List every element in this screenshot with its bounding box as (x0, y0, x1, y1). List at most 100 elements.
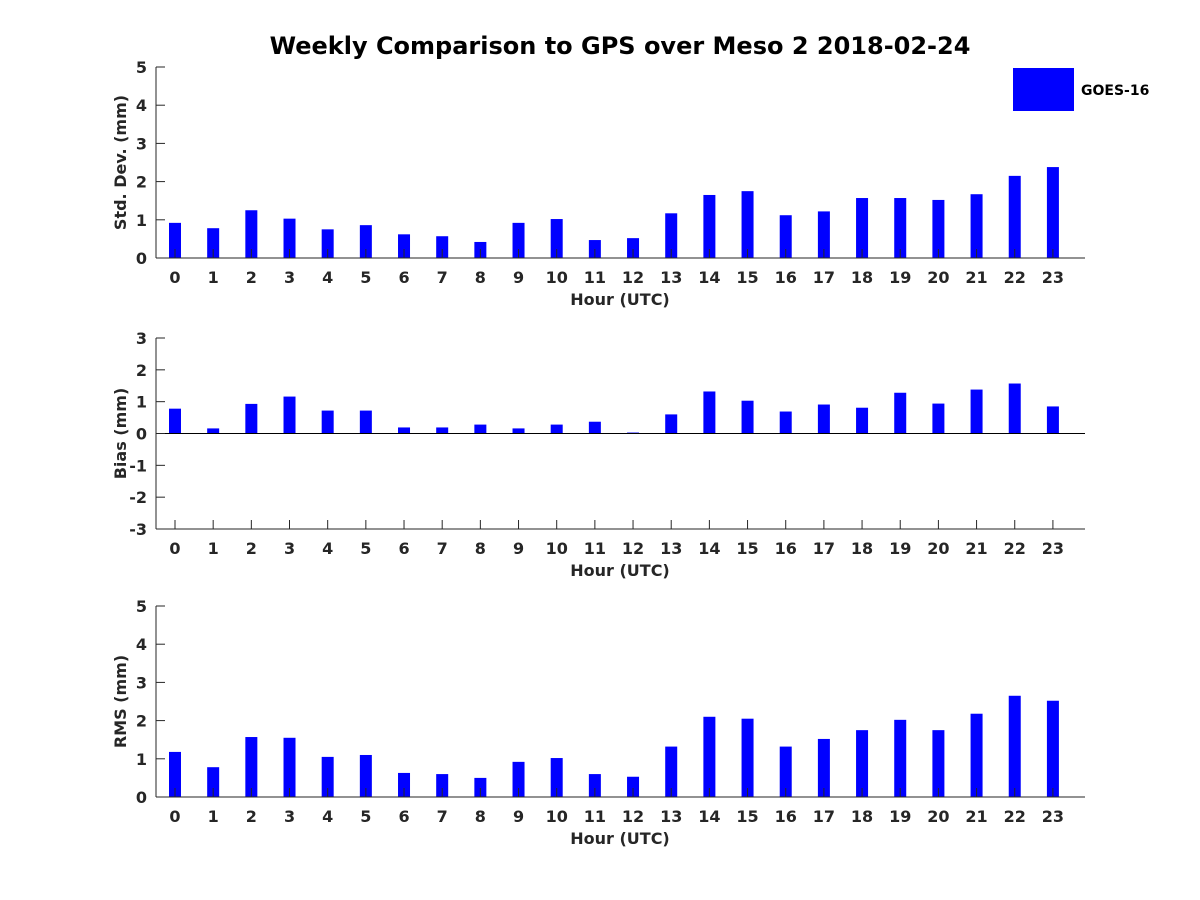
std-dev-bar-hour-1 (207, 228, 220, 258)
rms-bar-hour-3 (283, 737, 296, 797)
rms-xtick-label: 11 (584, 807, 606, 826)
bias-xtick-label: 13 (660, 539, 682, 558)
bias-bar-hour-23 (1046, 406, 1059, 434)
std-dev-xtick-label: 22 (1004, 268, 1026, 287)
std-dev-bar-hour-13 (665, 213, 678, 258)
rms-bar-hour-10 (550, 758, 563, 797)
rms-xtick-label: 17 (813, 807, 835, 826)
bias-bar-hour-18 (856, 407, 869, 434)
std-dev-bar-hour-14 (703, 194, 716, 258)
std-dev-bar-hour-19 (894, 198, 907, 258)
std-dev-bar-hour-16 (779, 215, 792, 258)
rms-xtick-label: 21 (965, 807, 987, 826)
std-dev-bar-hour-4 (321, 229, 334, 258)
rms-xtick-label: 8 (475, 807, 486, 826)
bias-xtick-label: 17 (813, 539, 835, 558)
bias-xtick-label: 7 (437, 539, 448, 558)
rms-xtick-label: 18 (851, 807, 873, 826)
rms-xtick-label: 22 (1004, 807, 1026, 826)
bias-xtick-label: 9 (513, 539, 524, 558)
bias-xtick-label: 15 (736, 539, 758, 558)
rms-ytick-label: 1 (136, 750, 147, 769)
rms-xtick-label: 16 (775, 807, 797, 826)
rms-bar-hour-4 (321, 756, 334, 797)
rms-bar-hour-21 (970, 713, 983, 797)
std-dev-bar-hour-22 (1008, 175, 1021, 258)
legend-label: GOES-16 (1081, 83, 1149, 99)
rms-bar-hour-5 (359, 754, 372, 797)
bias-xtick-label: 6 (398, 539, 409, 558)
rms-xtick-label: 10 (546, 807, 568, 826)
std-dev-bar-hour-20 (932, 199, 945, 258)
bias-ytick-label: 0 (136, 425, 147, 444)
std-dev-xtick-label: 11 (584, 268, 606, 287)
bias-xtick-label: 2 (246, 539, 257, 558)
std-dev-bar-hour-10 (550, 219, 563, 258)
std-dev-bar-hour-6 (398, 234, 411, 258)
std-dev-xtick-label: 16 (775, 268, 797, 287)
legend-swatch (1013, 68, 1074, 111)
rms-xtick-label: 4 (322, 807, 333, 826)
std-dev-bar-hour-7 (436, 236, 449, 258)
std-dev-ytick-label: 2 (136, 173, 147, 192)
rms-bar-hour-23 (1046, 700, 1059, 797)
std-dev-bar-hour-17 (817, 211, 830, 258)
bias-xtick-label: 21 (965, 539, 987, 558)
std-dev-xtick-label: 20 (927, 268, 949, 287)
bias-xtick-label: 20 (927, 539, 949, 558)
std-dev-xtick-label: 12 (622, 268, 644, 287)
bias-bar-hour-6 (398, 427, 411, 434)
std-dev-xtick-label: 4 (322, 268, 333, 287)
rms-bar-hour-1 (207, 767, 220, 797)
std-dev-xtick-label: 8 (475, 268, 486, 287)
std-dev-ytick-label: 0 (136, 249, 147, 268)
std-dev-bar-hour-12 (627, 238, 640, 258)
bias-xtick-label: 5 (360, 539, 371, 558)
std-dev-ytick-label: 3 (136, 134, 147, 153)
std-dev-xtick-label: 18 (851, 268, 873, 287)
bias-xtick-label: 23 (1042, 539, 1064, 558)
std-dev-ytick-label: 1 (136, 211, 147, 230)
std-dev-x-axis-label: Hour (UTC) (570, 290, 670, 309)
rms-x-axis-label: Hour (UTC) (570, 829, 670, 848)
bias-bar-hour-13 (665, 414, 678, 434)
std-dev-xtick-label: 3 (284, 268, 295, 287)
bias-bar-hour-11 (588, 421, 601, 434)
std-dev-xtick-label: 0 (169, 268, 180, 287)
bias-ytick-label: 1 (136, 393, 147, 412)
rms-bar-hour-22 (1008, 695, 1021, 797)
std-dev-xtick-label: 13 (660, 268, 682, 287)
std-dev-xtick-label: 23 (1042, 268, 1064, 287)
std-dev-bar-hour-18 (856, 198, 869, 258)
rms-xtick-label: 6 (398, 807, 409, 826)
bias-xtick-label: 22 (1004, 539, 1026, 558)
std-dev-ytick-label: 4 (136, 96, 147, 115)
rms-xtick-label: 1 (208, 807, 219, 826)
bias-xtick-label: 12 (622, 539, 644, 558)
std-dev-xtick-label: 14 (698, 268, 720, 287)
std-dev-xtick-label: 6 (398, 268, 409, 287)
rms-bar-hour-20 (932, 730, 945, 797)
bias-bar-hour-8 (474, 424, 487, 434)
bias-xtick-label: 0 (169, 539, 180, 558)
legend: GOES-16 (1013, 68, 1149, 111)
std-dev-bar-hour-3 (283, 218, 296, 258)
std-dev-bar-hour-0 (169, 222, 181, 258)
rms-xtick-label: 19 (889, 807, 911, 826)
rms-ytick-label: 0 (136, 788, 147, 807)
std-dev-xtick-label: 2 (246, 268, 257, 287)
bias-xtick-label: 4 (322, 539, 333, 558)
rms-xtick-label: 9 (513, 807, 524, 826)
std-dev-bar-hour-9 (512, 222, 525, 258)
std-dev-bar-hour-23 (1046, 167, 1059, 258)
bias-xtick-label: 1 (208, 539, 219, 558)
bias-ytick-label: -1 (129, 456, 147, 475)
rms-xtick-label: 7 (437, 807, 448, 826)
std-dev-xtick-label: 17 (813, 268, 835, 287)
rms-bar-hour-6 (398, 772, 411, 797)
rms-bar-hour-2 (245, 737, 258, 797)
std-dev-bar-hour-2 (245, 210, 258, 258)
